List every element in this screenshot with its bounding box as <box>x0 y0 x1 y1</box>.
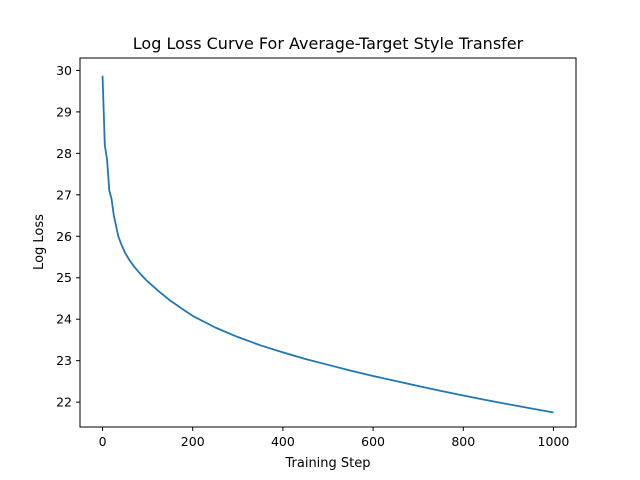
loss-series-line <box>101 75 554 414</box>
y-tick-label: 26 <box>56 229 72 244</box>
y-tick-label: 29 <box>56 104 72 119</box>
y-tick-label: 23 <box>56 353 72 368</box>
y-axis-label: Log Loss <box>32 214 47 270</box>
x-tick-label: 800 <box>451 434 475 449</box>
plot-area <box>101 75 554 414</box>
x-tick-label: 200 <box>181 434 205 449</box>
y-tick-label: 30 <box>56 63 72 78</box>
y-tick-label: 25 <box>56 270 72 285</box>
x-tick-label: 600 <box>361 434 385 449</box>
x-axis-label: Training Step <box>284 456 370 471</box>
y-tick-label: 24 <box>56 312 72 327</box>
y-tick-label: 28 <box>56 146 72 161</box>
x-tick-label: 0 <box>99 434 107 449</box>
x-tick-label: 400 <box>271 434 295 449</box>
y-tick-label: 27 <box>56 187 72 202</box>
y-tick-label: 22 <box>56 395 72 410</box>
axes-frame <box>79 57 577 428</box>
x-tick-label: 1000 <box>538 434 570 449</box>
chart-title: Log Loss Curve For Average-Target Style … <box>133 34 524 53</box>
y-axis-ticks: 22 23 24 25 26 27 28 29 30 <box>56 63 80 410</box>
x-axis-ticks: 0 200 400 600 800 1000 <box>99 427 570 449</box>
